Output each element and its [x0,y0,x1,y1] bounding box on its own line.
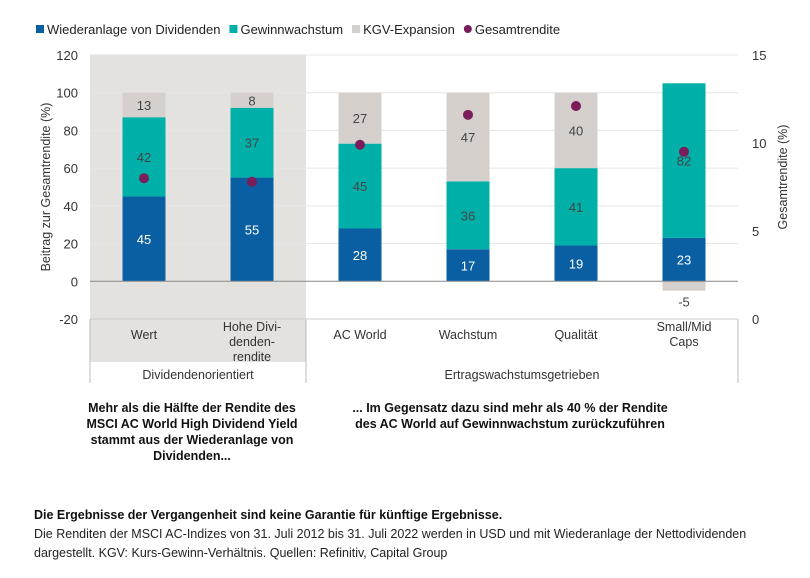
data-label: 19 [569,256,583,271]
total-return-dot [355,139,365,150]
total-return-dot [463,109,473,120]
data-label: 13 [137,98,151,113]
legend-label: Wiederanlage von Dividenden [47,22,220,37]
category-label: Qualität [554,328,598,342]
legend-swatch [229,25,238,33]
category-label: Wert [131,328,158,342]
bar-segment [338,143,382,229]
y-tick-label: 20 [64,237,78,252]
bar-segment [662,83,706,238]
note-left: Mehr als die Hälfte der Rendite des MSCI… [86,401,298,463]
footer-disclaimer: Die Ergebnisse der Vergangenheit sind ke… [34,508,503,522]
data-label: 45 [353,179,367,194]
bar-segment [662,281,706,291]
data-label: 55 [245,222,259,237]
bar-segment [446,249,490,282]
bar-segment [230,107,274,178]
bar-segment [338,92,382,144]
y-tick-label: 120 [56,48,78,63]
y-tick-label: 40 [64,199,78,214]
bar-segment [446,181,490,250]
bar-segment [554,168,598,246]
data-label: 27 [353,111,367,126]
bar-segment [230,177,274,282]
y-tick-label: -20 [59,312,78,327]
data-label: 82 [677,154,691,169]
group-label: Dividendenorientiert [142,368,254,382]
y-tick-label: 80 [64,123,78,138]
data-label: 47 [461,130,475,145]
legend-swatch [36,25,44,33]
bar-segment [122,92,166,118]
total-return-dot [247,176,257,187]
total-return-dot [679,146,689,157]
footer-text: Die Renditen der MSCI AC-Indizes von 31.… [34,527,747,560]
y-tick-label: 0 [71,274,78,289]
data-label: 36 [461,208,475,223]
group-label: Ertragswachstumsgetrieben [445,368,600,382]
y-axis-label: Beitrag zur Gesamtrendite (%) [39,103,53,272]
y2-tick-label: 15 [752,48,766,63]
total-return-dot [571,101,581,112]
category-label: Wachstum [439,328,498,342]
legend-label: Gewinnwachstum [240,22,343,37]
y2-tick-label: 0 [752,312,759,327]
group-shade [90,55,306,362]
legend-label: KGV-Expansion [363,22,455,37]
data-label: 40 [569,123,583,138]
data-label: 45 [137,232,151,247]
data-label: -5 [678,295,690,310]
data-label: 23 [677,253,691,268]
data-label: 8 [248,93,255,108]
note-right: ... Im Gegensatz dazu sind mehr als 40 %… [352,401,668,431]
stacked-bar-chart: Dividendenorientiert Ertragswachstumsgetr… [36,22,790,383]
legend-label: Gesamtrendite [475,22,560,37]
y-tick-label: 100 [56,86,78,101]
legend-swatch [352,25,361,33]
y2-tick-label: 10 [752,136,766,151]
bar-segment [122,196,166,282]
data-label: 37 [245,136,259,151]
data-label: 28 [353,248,367,263]
category-label: Hohe Divi-denden-rendite [223,320,281,364]
data-label: 42 [137,150,151,165]
bar-segment [230,92,274,108]
data-label: 17 [461,258,475,273]
y-tick-label: 60 [64,161,78,176]
total-return-dot [139,173,149,184]
y2-axis-label: Gesamtrendite (%) [776,125,790,230]
data-label: 41 [569,200,583,215]
bar-segment [446,92,490,182]
bar-segment [338,228,382,282]
y2-tick-label: 5 [752,224,759,239]
bar-segment [554,245,598,282]
legend-marker [463,25,472,33]
bar-segment [122,117,166,197]
category-label: Small/Mid Caps [657,320,712,349]
category-label: AC World [333,328,386,342]
bar-segment [662,237,706,282]
